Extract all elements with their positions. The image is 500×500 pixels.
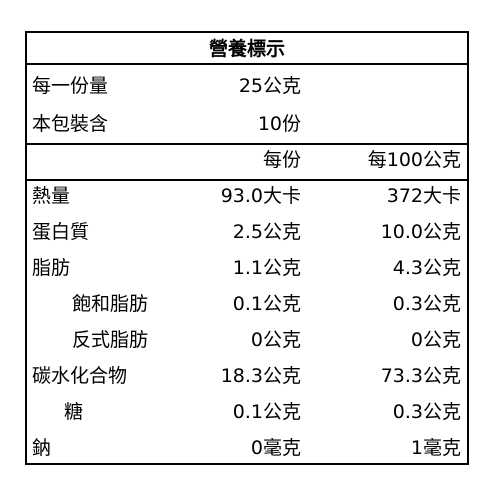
label-title: 營養標示 bbox=[27, 33, 467, 65]
nutrient-per-100g: 10.0公克 bbox=[380, 221, 461, 243]
column-header-per-100g: 每100公克 bbox=[367, 149, 461, 171]
nutrient-per-100g: 1毫克 bbox=[410, 437, 461, 459]
nutrient-name: 碳水化合物 bbox=[32, 365, 128, 387]
nutrient-name: 鈉 bbox=[32, 437, 52, 459]
nutrient-name: 脂肪 bbox=[32, 257, 71, 279]
nutrient-per-serving: 0毫克 bbox=[250, 437, 301, 459]
nutrient-row-sodium: 鈉 0毫克 1毫克 bbox=[27, 430, 467, 466]
serving-size-row: 每一份量 25公克 bbox=[27, 68, 467, 104]
nutrient-per-100g: 0.3公克 bbox=[392, 293, 461, 315]
nutrient-name: 熱量 bbox=[32, 185, 71, 207]
servings-per-package-row: 本包裝含 10份 bbox=[27, 106, 467, 142]
nutrient-per-serving: 1.1公克 bbox=[232, 257, 301, 279]
nutrient-per-100g: 372大卡 bbox=[386, 185, 461, 207]
nutrient-row-sugar: 糖 0.1公克 0.3公克 bbox=[27, 394, 467, 430]
nutrient-name: 蛋白質 bbox=[32, 221, 90, 243]
nutrient-per-serving: 0公克 bbox=[250, 329, 301, 351]
nutrient-row-trans-fat: 反式脂肪 0公克 0公克 bbox=[27, 322, 467, 358]
nutrient-row-energy: 熱量 93.0大卡 372大卡 bbox=[27, 178, 467, 214]
nutrient-row-fat: 脂肪 1.1公克 4.3公克 bbox=[27, 250, 467, 286]
nutrient-per-serving: 0.1公克 bbox=[232, 401, 301, 423]
serving-size-label: 每一份量 bbox=[32, 75, 109, 97]
nutrient-name: 飽和脂肪 bbox=[72, 293, 149, 315]
nutrient-per-100g: 73.3公克 bbox=[380, 365, 461, 387]
servings-per-package-value: 10份 bbox=[257, 113, 301, 135]
divider bbox=[27, 179, 467, 181]
column-header-per-serving: 每份 bbox=[262, 149, 301, 171]
nutrient-per-100g: 0公克 bbox=[410, 329, 461, 351]
nutrient-per-serving: 2.5公克 bbox=[232, 221, 301, 243]
nutrient-name: 糖 bbox=[64, 401, 84, 423]
servings-per-package-label: 本包裝含 bbox=[32, 113, 109, 135]
nutrition-label: 營養標示 每一份量 25公克 本包裝含 10份 每份 每100公克 熱量 93.… bbox=[25, 31, 469, 465]
nutrient-per-serving: 0.1公克 bbox=[232, 293, 301, 315]
serving-size-value: 25公克 bbox=[238, 75, 301, 97]
nutrient-row-carbohydrate: 碳水化合物 18.3公克 73.3公克 bbox=[27, 358, 467, 394]
nutrient-per-100g: 4.3公克 bbox=[392, 257, 461, 279]
nutrient-per-serving: 18.3公克 bbox=[220, 365, 301, 387]
nutrient-name: 反式脂肪 bbox=[72, 329, 149, 351]
nutrient-row-protein: 蛋白質 2.5公克 10.0公克 bbox=[27, 214, 467, 250]
column-header-row: 每份 每100公克 bbox=[27, 142, 467, 178]
divider bbox=[27, 143, 467, 145]
nutrient-row-saturated-fat: 飽和脂肪 0.1公克 0.3公克 bbox=[27, 286, 467, 322]
nutrient-per-serving: 93.0大卡 bbox=[220, 185, 301, 207]
nutrient-per-100g: 0.3公克 bbox=[392, 401, 461, 423]
